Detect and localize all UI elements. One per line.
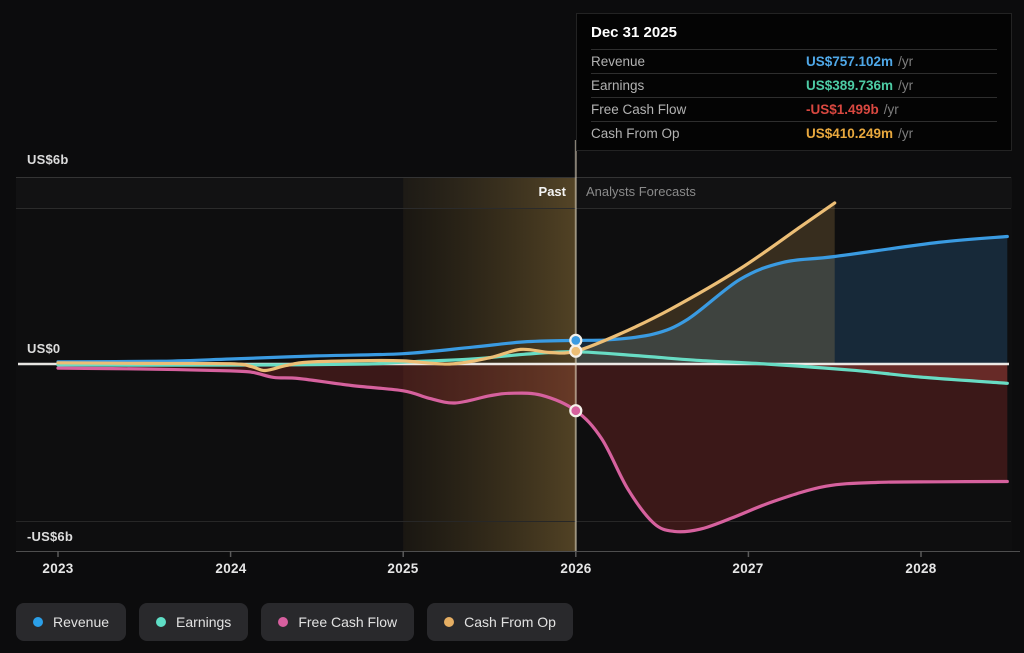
- legend-fcf-label: Free Cash Flow: [298, 614, 398, 630]
- legend-revenue-label: Revenue: [53, 614, 110, 630]
- tooltip-earnings-value: US$389.736m: [806, 78, 894, 93]
- marker-cash-from-op[interactable]: [569, 344, 583, 358]
- tooltip-date-title: Dec 31 2025: [591, 24, 677, 41]
- earnings-dot-icon: [156, 617, 167, 627]
- legend-item-earnings[interactable]: Earnings: [139, 603, 249, 641]
- x-axis-label-2027: 2027: [732, 561, 764, 576]
- area-cash-from-op: [575, 202, 835, 364]
- tooltip-cfo-label: Cash From Op: [591, 126, 680, 141]
- series-revenue-line: [56, 234, 1009, 364]
- legend-item-revenue[interactable]: Revenue: [16, 603, 127, 641]
- x-axis-label-2028: 2028: [905, 561, 937, 576]
- legend-earnings-label: Earnings: [176, 614, 232, 630]
- legend-cfo-label: Cash From Op: [464, 614, 556, 630]
- tooltip-fcf-suffix: /yr: [883, 102, 899, 117]
- y-axis-label-neg6b: -US$6b: [27, 529, 73, 544]
- tooltip-earnings-suffix: /yr: [898, 78, 914, 93]
- legend-item-cash-from-op[interactable]: Cash From Op: [427, 603, 573, 641]
- tooltip-fcf-label: Free Cash Flow: [591, 102, 687, 117]
- x-axis-label-2023: 2023: [42, 561, 74, 576]
- tooltip-row-free-cash-flow: Free Cash Flow -US$1.499b /yr: [591, 97, 997, 121]
- tooltip-revenue-value: US$757.102m: [806, 54, 894, 69]
- x-axis-label-2025: 2025: [387, 561, 419, 576]
- series-cash-from-op-line: [56, 201, 837, 373]
- tooltip-cfo-value: US$410.249m: [806, 126, 894, 141]
- cash-from-op-dot-icon: [444, 617, 455, 627]
- tooltip-fcf-value: -US$1.499b: [806, 102, 879, 117]
- tooltip-cfo-suffix: /yr: [898, 126, 914, 141]
- y-axis-label-6b: US$6b: [27, 152, 69, 167]
- marker-revenue[interactable]: [569, 333, 583, 347]
- chart-legend: Revenue Earnings Free Cash Flow Cash Fro…: [16, 603, 573, 641]
- x-axis-label-2024: 2024: [215, 561, 247, 576]
- free-cash-flow-dot-icon: [278, 617, 289, 627]
- tooltip-revenue-label: Revenue: [591, 54, 646, 69]
- tooltip-earnings-label: Earnings: [591, 78, 645, 93]
- x-axis-label-2026: 2026: [560, 561, 592, 576]
- y-axis-label-zero: US$0: [27, 341, 61, 356]
- legend-item-free-cash-flow[interactable]: Free Cash Flow: [261, 603, 415, 641]
- tooltip-row-earnings: Earnings US$389.736m /yr: [591, 73, 997, 97]
- past-zone-label: Past: [538, 184, 566, 199]
- series-free-cash-flow-line: [56, 366, 1009, 534]
- area-revenue: [575, 236, 1008, 364]
- tooltip-revenue-suffix: /yr: [898, 54, 914, 69]
- tooltip-row-cash-from-op: Cash From Op US$410.249m /yr: [591, 121, 997, 145]
- chart-tooltip: Dec 31 2025 Revenue US$757.102m /yr Earn…: [576, 13, 1012, 151]
- forecast-zone-label: Analysts Forecasts: [586, 184, 696, 199]
- marker-free-cash-flow[interactable]: [569, 404, 583, 418]
- revenue-dot-icon: [33, 617, 43, 627]
- series-earnings-line: [56, 350, 1009, 385]
- tooltip-row-revenue: Revenue US$757.102m /yr: [591, 49, 997, 73]
- area-free-cash-flow: [58, 364, 1008, 532]
